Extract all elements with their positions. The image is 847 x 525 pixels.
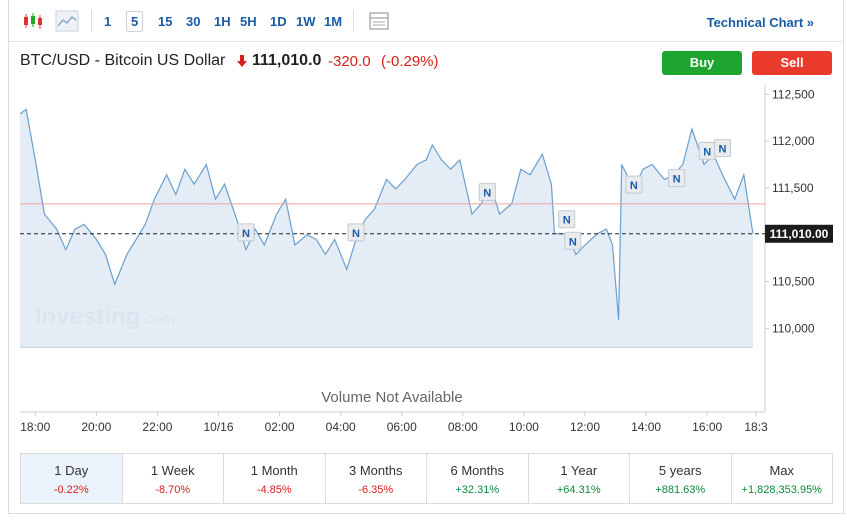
period-name: 6 Months: [450, 463, 504, 478]
news-marker-label: N: [703, 146, 711, 158]
technical-chart-link[interactable]: Technical Chart »: [706, 15, 814, 30]
period-cell[interactable]: 5 years +881.63%: [630, 454, 732, 503]
period-cell[interactable]: 1 Year +64.31%: [529, 454, 630, 503]
last-price-label: 111,010.00: [770, 227, 829, 241]
period-change: +1,828,353.95%: [741, 484, 822, 496]
period-change: -0.22%: [53, 484, 89, 496]
x-tick-label: 18:3: [744, 420, 768, 434]
last-price-box: [765, 224, 833, 243]
performance-periods: 1 Day -0.22% 1 Week -8.70% 1 Month -4.85% 3 Mo…: [20, 453, 833, 504]
buy-button[interactable]: Buy: [662, 51, 742, 75]
x-tick-label: 10/16: [204, 420, 234, 434]
x-tick-label: 14:00: [631, 420, 661, 434]
interval-button[interactable]: 1D: [270, 14, 287, 29]
x-tick-label: 10:00: [509, 420, 539, 434]
table-icon[interactable]: [369, 12, 389, 30]
news-marker: [668, 169, 686, 188]
divider: [91, 10, 92, 32]
period-change: +64.31%: [556, 484, 601, 496]
y-tick-label: 112,000: [772, 134, 815, 148]
period-name: 1 Month: [250, 463, 298, 478]
interval-button[interactable]: 1M: [324, 14, 343, 29]
period-cell[interactable]: 1 Day -0.22%: [21, 454, 123, 503]
price-change-pct: (-0.29%): [381, 53, 439, 70]
y-tick-label: 110,000: [772, 321, 815, 335]
price-area: [20, 109, 753, 347]
candles-icon[interactable]: [22, 12, 44, 30]
period-name: 3 Months: [349, 463, 403, 478]
x-tick-label: 12:00: [570, 420, 600, 434]
period-change: -6.35%: [358, 484, 394, 496]
y-tick-label: 110,500: [772, 275, 815, 289]
instrument-name: BTC/USD - Bitcoin US Dollar: [20, 52, 226, 69]
interval-button[interactable]: 1H: [214, 14, 231, 29]
y-tick-label: 112,500: [772, 87, 815, 101]
news-marker-label: N: [483, 188, 491, 200]
news-marker: [237, 223, 255, 242]
period-change: +881.63%: [655, 484, 706, 496]
y-tick-label: 111,500: [772, 181, 814, 195]
x-tick-label: 18:00: [20, 420, 50, 434]
area-icon[interactable]: [55, 10, 79, 32]
news-marker: [478, 183, 496, 202]
interval-button[interactable]: 5: [126, 11, 144, 32]
period-cell[interactable]: 1 Month -4.85%: [224, 454, 326, 503]
x-tick-label: 02:00: [265, 420, 295, 434]
x-tick-label: 20:00: [81, 420, 111, 434]
last-price: 111,010.0: [252, 52, 322, 69]
news-marker: [713, 139, 731, 158]
period-cell[interactable]: 6 Months +32.31%: [427, 454, 529, 503]
volume-note: Volume Not Available: [321, 389, 462, 406]
divider: [353, 10, 354, 32]
x-tick-label: 06:00: [387, 420, 417, 434]
news-marker-label: N: [242, 228, 250, 240]
period-change: -8.70%: [155, 484, 191, 496]
price-change: -320.0: [328, 53, 371, 70]
period-cell[interactable]: Max +1,828,353.95%: [732, 454, 833, 503]
x-tick-label: 08:00: [448, 420, 478, 434]
period-name: 1 Year: [560, 463, 598, 478]
period-name: 1 Day: [54, 463, 89, 478]
period-change: +32.31%: [455, 484, 500, 496]
period-name: 1 Week: [150, 463, 195, 478]
period-name: 5 years: [658, 463, 702, 478]
news-marker: [558, 210, 576, 229]
news-marker: [564, 231, 582, 250]
news-marker-label: N: [630, 180, 638, 192]
period-cell[interactable]: 3 Months -6.35%: [326, 454, 427, 503]
news-marker: [347, 223, 365, 242]
period-change: -4.85%: [256, 484, 292, 496]
news-marker-label: N: [569, 236, 577, 248]
x-tick-label: 22:00: [142, 420, 172, 434]
interval-button[interactable]: 30: [186, 14, 201, 29]
news-marker-label: N: [673, 174, 681, 186]
period-cell[interactable]: 1 Week -8.70%: [123, 454, 224, 503]
news-marker: [625, 175, 643, 194]
news-marker-label: N: [352, 228, 360, 240]
news-marker-label: N: [563, 215, 571, 227]
widget-frame: [8, 0, 844, 514]
interval-button[interactable]: 1: [104, 14, 112, 29]
interval-button[interactable]: 5H: [240, 14, 257, 29]
period-name: Max: [769, 463, 795, 478]
news-marker-label: N: [718, 144, 726, 156]
x-tick-label: 16:00: [692, 420, 722, 434]
interval-button[interactable]: 15: [158, 14, 173, 29]
sell-button[interactable]: Sell: [752, 51, 832, 75]
toolbar: 1 5 15 30 1H 5H 1D 1W 1M Technical Chart »: [8, 0, 844, 42]
x-tick-label: 04:00: [326, 420, 356, 434]
interval-button[interactable]: 1W: [296, 14, 316, 29]
down-arrow: [237, 55, 247, 67]
price-chart: 110,000110,500111,000111,500112,000112,5…: [19, 85, 833, 434]
